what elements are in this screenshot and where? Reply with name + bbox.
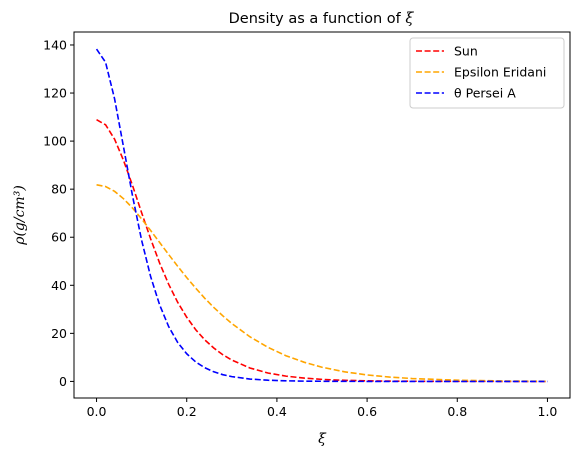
series-line-0 — [96, 119, 548, 383]
legend-label-0: Sun — [454, 44, 478, 59]
x-axis: 0.0 0.2 0.4 0.6 0.8 1.0 — [87, 398, 558, 419]
y-tick-label: 120 — [43, 86, 67, 101]
y-tick-label: 100 — [43, 134, 67, 149]
y-tick-label: 0 — [59, 374, 67, 389]
y-axis: 0 20 40 60 80 100 120 140 — [43, 37, 74, 389]
chart-title-text: Density as a function of — [229, 11, 406, 27]
y-tick-label: 80 — [51, 182, 67, 197]
legend-label-2: θ Persei A — [454, 86, 516, 101]
x-tick-label: 0.0 — [87, 404, 107, 419]
y-tick-label: 140 — [43, 37, 67, 52]
x-tick-label: 0.6 — [357, 404, 377, 419]
y-tick-label: 40 — [51, 278, 67, 293]
plot-frame — [73, 31, 571, 399]
y-tick-label: 60 — [51, 230, 67, 245]
chart-title: Density as a function of ξ — [229, 11, 415, 27]
y-axis-label: ρ(g/cm³) — [12, 185, 28, 246]
x-tick-label: 0.4 — [267, 404, 287, 419]
x-tick-label: 0.2 — [177, 404, 197, 419]
x-axis-label: ξ — [318, 431, 327, 447]
plot-area — [95, 48, 548, 383]
legend-box — [409, 37, 565, 109]
y-tick-label: 20 — [51, 326, 67, 341]
chart-title-symbol: ξ — [405, 11, 414, 27]
series-line-2 — [95, 48, 548, 383]
legend-label-1: Epsilon Eridani — [454, 65, 546, 80]
x-tick-label: 1.0 — [538, 404, 558, 419]
x-tick-label: 0.8 — [447, 404, 467, 419]
series-line-1 — [96, 184, 548, 383]
legend: Sun Epsilon Eridani θ Persei A — [409, 37, 565, 109]
